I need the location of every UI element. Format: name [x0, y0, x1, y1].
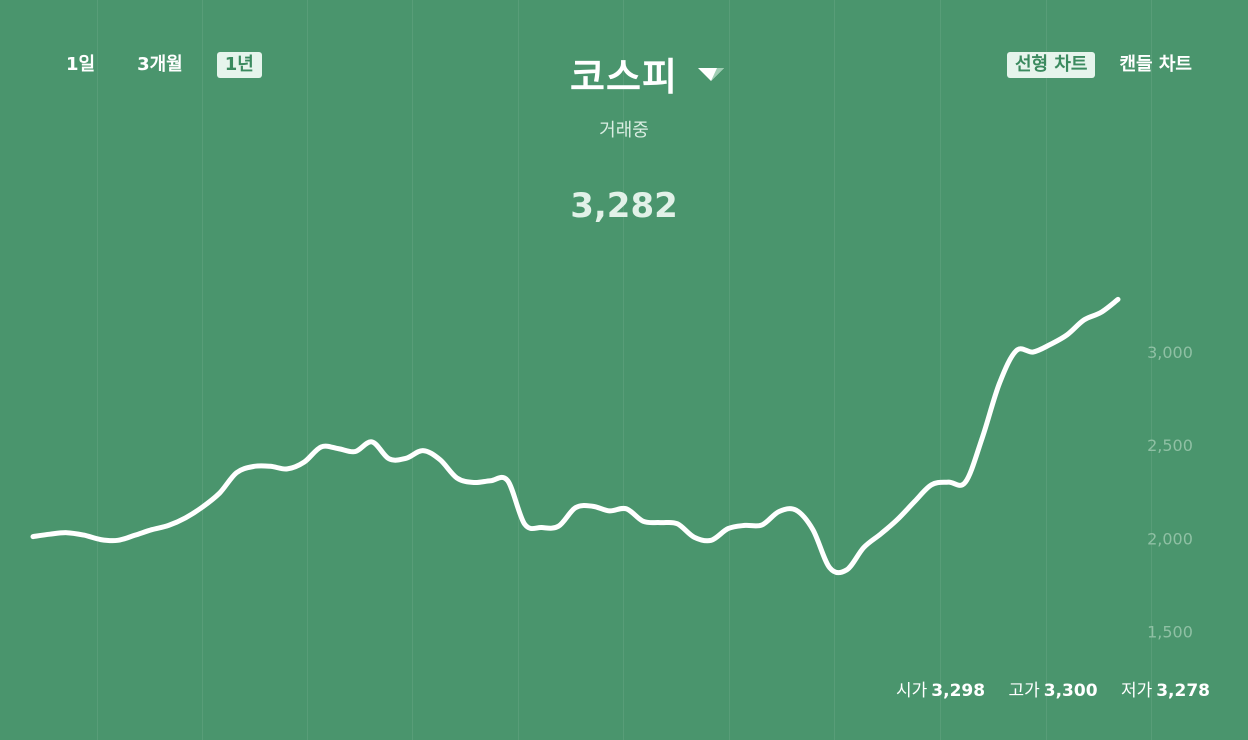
- grid-line: [729, 0, 730, 740]
- market-status: 거래중: [599, 120, 649, 141]
- open-value: 3,298: [931, 681, 986, 701]
- grid-line: [307, 0, 308, 740]
- low-value: 3,278: [1156, 681, 1210, 701]
- range-tab-3m[interactable]: 3개월: [137, 54, 183, 75]
- grid-line: [1151, 0, 1152, 740]
- y-tick-label: 2,000: [1147, 529, 1193, 548]
- grid-line: [940, 0, 941, 740]
- range-tabs: 1일 3개월 1년: [58, 52, 262, 78]
- grid-line: [834, 0, 835, 740]
- grid-line: [202, 0, 203, 740]
- grid-line: [97, 0, 98, 740]
- index-title[interactable]: 코스피: [570, 55, 678, 99]
- y-tick-label: 2,500: [1147, 436, 1193, 455]
- current-price: 3,282: [570, 186, 678, 226]
- y-tick-label: 3,000: [1147, 343, 1193, 362]
- chart-type-tabs: 선형 차트 캔들 차트: [991, 52, 1200, 78]
- open-label: 시가: [896, 681, 928, 701]
- grid-line: [412, 0, 413, 740]
- range-tab-1d[interactable]: 1일: [66, 54, 96, 75]
- index-selector[interactable]: 코스피: [0, 46, 1248, 101]
- high-value: 3,300: [1043, 681, 1098, 701]
- grid-line: [518, 0, 519, 740]
- high-label: 고가: [1008, 681, 1040, 701]
- grid-line: [1046, 0, 1047, 740]
- low-label: 저가: [1120, 681, 1153, 701]
- candle-chart-tab[interactable]: 캔들 차트: [1119, 54, 1192, 75]
- line-chart-tab[interactable]: 선형 차트: [1006, 52, 1096, 78]
- price-line: [30, 296, 1121, 576]
- triangle-down-icon[interactable]: [696, 66, 726, 84]
- ohlc-summary: 시가 3,298 고가 3,300 저가 3,278: [896, 676, 1210, 701]
- y-tick-label: 1,500: [1147, 623, 1193, 642]
- grid-line: [623, 0, 624, 740]
- range-tab-1y[interactable]: 1년: [216, 52, 262, 78]
